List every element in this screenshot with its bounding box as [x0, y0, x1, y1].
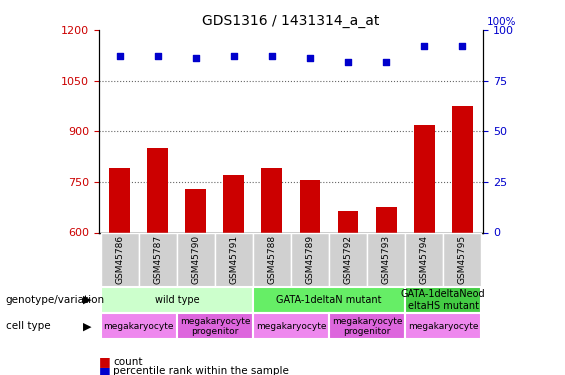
Bar — [185, 189, 206, 375]
Text: wild type: wild type — [155, 295, 199, 305]
Point — [115, 53, 124, 59]
Bar — [101, 313, 177, 339]
Text: ■: ■ — [99, 365, 111, 375]
Text: GSM45789: GSM45789 — [306, 235, 315, 284]
Title: GDS1316 / 1431314_a_at: GDS1316 / 1431314_a_at — [202, 13, 380, 28]
Text: percentile rank within the sample: percentile rank within the sample — [113, 366, 289, 375]
Bar — [405, 287, 481, 313]
Text: cell type: cell type — [6, 321, 50, 331]
Text: ▶: ▶ — [83, 321, 92, 331]
Bar — [337, 210, 359, 375]
Text: megakaryocyte: megakaryocyte — [408, 322, 479, 331]
Point — [381, 59, 390, 65]
Text: megakaryocyte: megakaryocyte — [256, 322, 326, 331]
Bar — [291, 232, 329, 287]
Text: GSM45794: GSM45794 — [420, 235, 429, 284]
Bar — [405, 232, 443, 287]
Text: megakaryocyte
progenitor: megakaryocyte progenitor — [332, 316, 402, 336]
Text: GSM45790: GSM45790 — [192, 235, 201, 284]
Text: GSM45795: GSM45795 — [458, 235, 467, 284]
Text: ■: ■ — [99, 356, 111, 368]
Point — [344, 59, 353, 65]
Text: ▶: ▶ — [83, 295, 92, 305]
Bar — [101, 287, 253, 313]
Bar — [414, 124, 434, 375]
Bar — [329, 232, 367, 287]
Text: GATA-1deltaNeod
eltaHS mutant: GATA-1deltaNeod eltaHS mutant — [401, 289, 485, 311]
Bar — [177, 232, 215, 287]
Bar — [405, 313, 481, 339]
Point — [420, 43, 429, 49]
Text: count: count — [113, 357, 142, 367]
Bar — [253, 313, 329, 339]
Text: GSM45791: GSM45791 — [229, 235, 238, 284]
Bar — [367, 232, 405, 287]
Text: megakaryocyte: megakaryocyte — [103, 322, 174, 331]
Text: GSM45788: GSM45788 — [267, 235, 276, 284]
Bar — [253, 287, 405, 313]
Text: GSM45793: GSM45793 — [381, 235, 390, 284]
Bar — [177, 313, 253, 339]
Text: megakaryocyte
progenitor: megakaryocyte progenitor — [180, 316, 250, 336]
Text: GATA-1deltaN mutant: GATA-1deltaN mutant — [276, 295, 382, 305]
Text: GSM45787: GSM45787 — [153, 235, 162, 284]
Bar — [376, 207, 397, 375]
Bar — [253, 232, 291, 287]
Point — [267, 53, 276, 59]
Point — [458, 43, 467, 49]
Bar — [451, 106, 472, 375]
Text: GSM45792: GSM45792 — [344, 235, 353, 284]
Text: 100%: 100% — [487, 17, 517, 27]
Point — [229, 53, 238, 59]
Bar — [223, 175, 245, 375]
Bar — [147, 148, 168, 375]
Bar — [101, 232, 139, 287]
Text: GSM45786: GSM45786 — [115, 235, 124, 284]
Bar — [443, 232, 481, 287]
Bar — [262, 168, 282, 375]
Point — [192, 56, 201, 62]
Bar — [299, 180, 320, 375]
Point — [153, 53, 162, 59]
Bar — [329, 313, 405, 339]
Text: genotype/variation: genotype/variation — [6, 295, 105, 305]
Bar — [110, 168, 131, 375]
Bar — [215, 232, 253, 287]
Bar — [139, 232, 177, 287]
Point — [306, 56, 315, 62]
